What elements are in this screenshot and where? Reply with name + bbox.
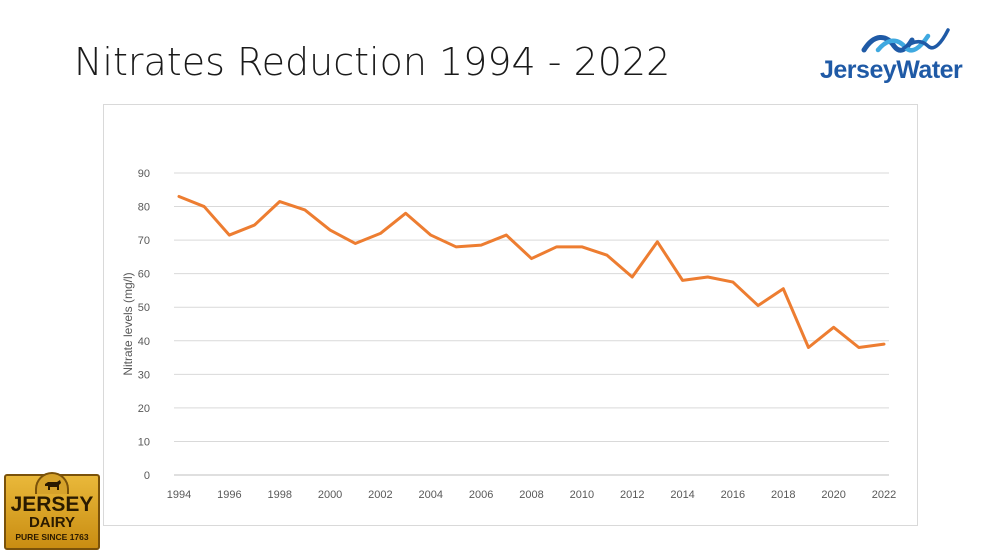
- y-tick-label: 30: [138, 369, 150, 381]
- x-tick-label: 1998: [267, 489, 291, 501]
- dairy-line-2: DAIRY: [28, 514, 76, 531]
- x-tick-label: 2000: [318, 489, 342, 501]
- y-tick-label: 80: [138, 202, 150, 214]
- x-tick-label: 2012: [620, 489, 644, 501]
- x-tick-label: 1996: [217, 489, 241, 501]
- x-tick-label: 2020: [821, 489, 845, 501]
- x-tick-label: 2022: [872, 489, 896, 501]
- dairy-line-1: JERSEY: [10, 493, 94, 516]
- x-tick-label: 2010: [570, 489, 594, 501]
- y-tick-label: 40: [138, 336, 150, 348]
- x-tick-label: 2008: [519, 489, 543, 501]
- y-tick-label: 10: [138, 436, 150, 448]
- x-tick-label: 2006: [469, 489, 493, 501]
- x-tick-label: 2016: [721, 489, 745, 501]
- x-tick-label: 1994: [167, 489, 191, 501]
- y-tick-label: 60: [138, 269, 150, 281]
- dairy-line-3: PURE SINCE 1763: [15, 532, 89, 542]
- y-tick-label: 70: [138, 235, 150, 247]
- x-axis-ticks: 1994 1996 1998 2000 2002 2004 2006 2008 2010 2012…: [167, 489, 896, 501]
- grid-lines: [174, 172, 889, 476]
- series-layer: [177, 194, 886, 349]
- jersey-water-wordmark: JerseyWater: [820, 56, 963, 84]
- y-tick-label: 20: [138, 403, 150, 415]
- jersey-dairy-logo: JERSEY DAIRY PURE SINCE 1763: [4, 472, 100, 550]
- series-line: [177, 194, 886, 349]
- water-waves-icon: [861, 28, 950, 53]
- y-tick-label: 50: [138, 302, 150, 314]
- chart-frame: 0 10 20 30 40 50 60 70 80 90 1994 1996 1998 2000 2002…: [103, 104, 918, 526]
- x-tick-label: 2004: [419, 489, 443, 501]
- y-tick-label: 90: [138, 168, 150, 180]
- x-tick-label: 2018: [771, 489, 795, 501]
- y-axis-label: Nitrate levels (mg/l): [121, 272, 135, 375]
- y-axis-ticks: 0 10 20 30 40 50 60 70 80 90: [138, 168, 150, 482]
- cow-icon: [45, 480, 61, 490]
- x-tick-label: 2014: [670, 489, 694, 501]
- line-chart: 0 10 20 30 40 50 60 70 80 90 1994 1996 1998 2000 2002…: [121, 168, 896, 501]
- jersey-water-logo: JerseyWater: [816, 20, 986, 90]
- y-tick-label: 0: [144, 470, 150, 482]
- slide-title: Nitrates Reduction 1994 - 2022: [74, 40, 671, 84]
- x-tick-label: 2002: [368, 489, 392, 501]
